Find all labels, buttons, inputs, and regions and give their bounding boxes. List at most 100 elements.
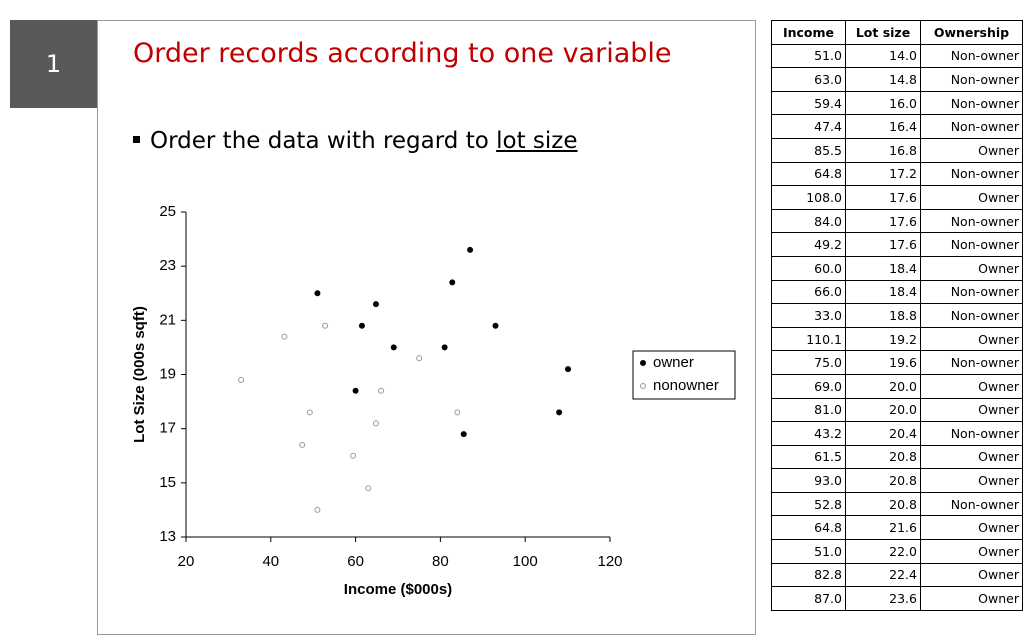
point xyxy=(299,441,306,448)
table-cell: Owner xyxy=(920,373,1023,399)
table-cell: 18.4 xyxy=(845,279,921,305)
table-cell: Owner xyxy=(920,539,1023,564)
table-cell: Non-owner xyxy=(920,350,1023,375)
table-cell: Owner xyxy=(920,137,1023,163)
table-row: 60.0 18.4 Owner xyxy=(771,255,1023,281)
table-cell: 17.6 xyxy=(845,185,921,210)
table-cell: 43.2 xyxy=(771,421,846,446)
table-row: 64.8 21.6 Owner xyxy=(771,515,1023,541)
table-cell: 21.6 xyxy=(845,515,921,541)
point xyxy=(372,301,379,308)
y-tick-label: 25 xyxy=(159,203,176,220)
table-row: 87.0 23.6 Owner xyxy=(771,586,1023,611)
table-cell: Non-owner xyxy=(920,67,1023,92)
table-row: 75.0 19.6 Non-owner xyxy=(771,350,1023,375)
point xyxy=(358,322,365,329)
table-cell: Non-owner xyxy=(920,491,1023,517)
table-cell: Non-owner xyxy=(920,279,1023,305)
table-cell: 52.8 xyxy=(771,491,846,517)
bullet-underlined: lot size xyxy=(496,128,578,154)
point xyxy=(365,485,372,492)
table-cell: 23.6 xyxy=(845,586,921,611)
point xyxy=(416,355,423,362)
table-row: 52.8 20.8 Non-owner xyxy=(771,491,1023,517)
data-table: Income Lot size Ownership 51.0 14.0 Non-owner… xyxy=(771,20,1023,611)
legend-box xyxy=(632,350,736,400)
table-cell: 49.2 xyxy=(771,232,846,257)
point xyxy=(281,333,288,340)
point xyxy=(492,322,499,329)
table-cell: 22.4 xyxy=(845,562,921,588)
bullet-text: Order the data with regard to xyxy=(150,128,489,154)
column-header: Lot size xyxy=(845,20,921,45)
table-cell: Non-owner xyxy=(920,208,1023,234)
y-tick-label: 15 xyxy=(159,474,176,491)
table-cell: 81.0 xyxy=(771,397,846,423)
table-row: 59.4 16.0 Non-owner xyxy=(771,90,1023,116)
table-cell: 108.0 xyxy=(771,185,846,210)
table-cell: 60.0 xyxy=(771,255,846,281)
table-row: 63.0 14.8 Non-owner xyxy=(771,67,1023,92)
table-cell: Non-owner xyxy=(920,90,1023,116)
y-tick-label: 17 xyxy=(159,420,176,437)
table-row: 47.4 16.4 Non-owner xyxy=(771,114,1023,139)
table-cell: Owner xyxy=(920,562,1023,588)
table-row: 43.2 20.4 Non-owner xyxy=(771,421,1023,446)
table-cell: 85.5 xyxy=(771,137,846,163)
table-row: 61.5 20.8 Owner xyxy=(771,444,1023,470)
legend-label: nonowner xyxy=(653,377,719,394)
table-cell: 17.6 xyxy=(845,208,921,234)
point xyxy=(238,376,245,383)
point xyxy=(556,409,563,416)
x-tick-label: 100 xyxy=(513,553,538,570)
table-cell: 16.4 xyxy=(845,114,921,139)
slide-frame xyxy=(97,20,756,635)
table-cell: 84.0 xyxy=(771,208,846,234)
y-tick-label: 21 xyxy=(159,311,176,328)
x-tick-label: 60 xyxy=(347,553,364,570)
table-cell: 61.5 xyxy=(771,444,846,470)
table-cell: 18.4 xyxy=(845,255,921,281)
point xyxy=(372,420,379,427)
x-axis-title: Income ($000s) xyxy=(344,581,452,598)
table-cell: Non-owner xyxy=(920,114,1023,139)
point xyxy=(460,431,467,438)
table-cell: Owner xyxy=(920,515,1023,541)
legend-marker xyxy=(640,360,646,366)
x-tick-label: 40 xyxy=(262,553,279,570)
table-cell: Owner xyxy=(920,255,1023,281)
column-header: Ownership xyxy=(920,20,1023,45)
table-row: 81.0 20.0 Owner xyxy=(771,397,1023,423)
table-cell: 16.0 xyxy=(845,90,921,116)
table-cell: Owner xyxy=(920,185,1023,210)
table-cell: 20.8 xyxy=(845,468,921,493)
table-row: 110.1 19.2 Owner xyxy=(771,326,1023,352)
table-cell: 14.8 xyxy=(845,67,921,92)
table-cell: 51.0 xyxy=(771,539,846,564)
slide-title: Order records according to one variable xyxy=(133,38,672,69)
table-header: Income Lot size Ownership xyxy=(771,20,1023,45)
table-row: 85.5 16.8 Owner xyxy=(771,137,1023,163)
chart: 13 15 17 19 21 23 25 20 40 60 80 100 120 Income ($000… xyxy=(131,203,736,598)
table-row: 51.0 22.0 Owner xyxy=(771,539,1023,564)
table-cell: 110.1 xyxy=(771,326,846,352)
table-cell: Non-owner xyxy=(920,161,1023,187)
table-cell: 75.0 xyxy=(771,350,846,375)
table-cell: Non-owner xyxy=(920,421,1023,446)
table-cell: Owner xyxy=(920,586,1023,611)
point xyxy=(565,366,572,373)
table-row: 108.0 17.6 Owner xyxy=(771,185,1023,210)
table-cell: 47.4 xyxy=(771,114,846,139)
point xyxy=(314,290,321,297)
table-row: 84.0 17.6 Non-owner xyxy=(771,208,1023,234)
point xyxy=(350,452,357,459)
table-cell: Owner xyxy=(920,326,1023,352)
table-cell: 18.8 xyxy=(845,303,921,328)
point xyxy=(454,409,461,416)
table-cell: 59.4 xyxy=(771,90,846,116)
point xyxy=(390,344,397,351)
table-row: 64.8 17.2 Non-owner xyxy=(771,161,1023,187)
table-row: 51.0 14.0 Non-owner xyxy=(771,43,1023,69)
bullet: Order the data with regard to lot size xyxy=(133,128,578,154)
table-cell: Owner xyxy=(920,468,1023,493)
